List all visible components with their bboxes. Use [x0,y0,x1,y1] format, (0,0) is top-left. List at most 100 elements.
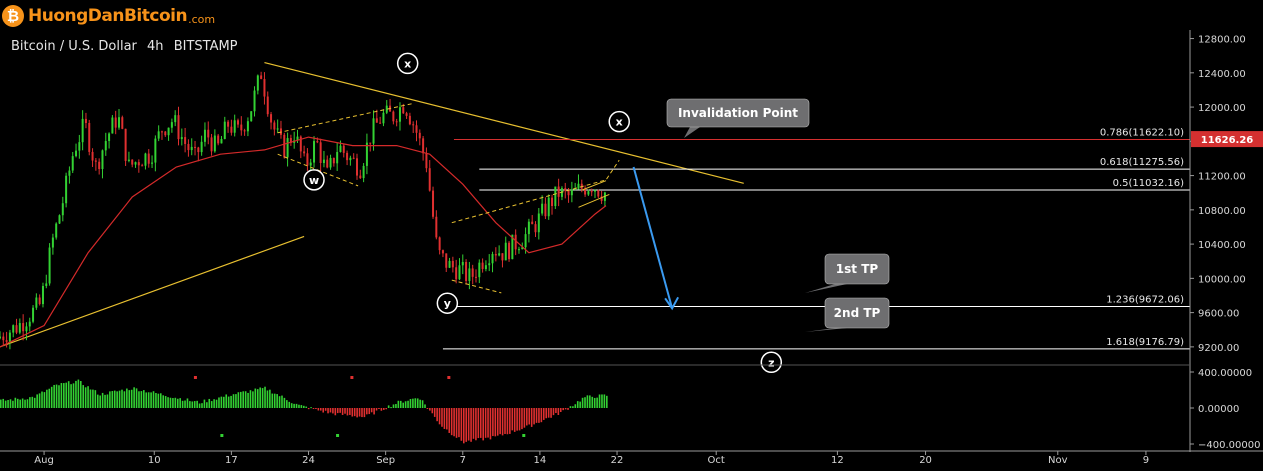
candle-body [395,121,398,123]
wave-label-circle [608,110,630,133]
candle-body [458,265,461,280]
oscillator-bar [315,408,317,409]
candle-body [379,122,382,124]
oscillator-bar [157,393,160,408]
x-tick-label: 20 [919,455,932,466]
oscillator-bar [470,408,472,442]
oscillator-bar [99,395,101,408]
candle-body [94,160,97,162]
candle-body [382,112,385,124]
candle-body [359,175,362,179]
oscillator-bar [574,404,577,408]
x-tick-label: 9 [1143,455,1149,466]
oscillator-bar [203,399,206,408]
oscillator-bar [569,406,572,408]
candle-body [260,75,263,79]
candle-body [448,260,451,268]
interval-label: 4h [147,39,164,54]
oscillator-bar [273,393,276,408]
oscillator-bar [528,408,531,425]
oscillator-bar [55,384,58,408]
candle-body [137,162,140,166]
candle-body [392,111,395,122]
oscillator-bar [126,388,128,408]
candle-body [151,162,154,164]
oscillator-bar [397,400,400,408]
candle-body [332,157,335,164]
oscillator-bar [460,408,463,441]
candle-body [342,145,345,153]
oscillator-bar [92,389,94,408]
signal-marker [350,376,354,379]
candle-body [597,190,600,197]
oscillator-bar [596,397,598,408]
oscillator-bar [429,408,431,411]
candle-body [587,191,590,195]
candle-body [250,111,253,122]
signal-marker [522,434,526,437]
oscillator-bar [225,394,228,408]
oscillator-bar [424,404,426,408]
oscillator-bar [143,390,145,408]
candle-body [435,216,438,238]
oscillator-bar [38,393,41,408]
oscillator-bar [472,408,475,439]
exchange-label: BITSTAMP [173,39,238,54]
fib-label: 1.236(9672.06) [1106,294,1184,305]
oscillator-bar [193,401,196,408]
oscillator-bar [419,399,421,408]
oscillator-bar [511,408,514,431]
oscillator-bar [482,408,484,441]
candle-body [118,117,120,128]
candle-body [180,137,183,140]
candle-body [48,247,51,284]
candle-body [253,90,256,112]
candle-body [475,276,477,278]
candle-body [177,115,180,140]
oscillator-bar [249,390,252,408]
candle-body [349,157,352,161]
candle-body [594,190,596,192]
oscillator-bar [559,408,562,413]
oscillator-bar [545,408,548,419]
oscillator-bar [489,408,492,440]
oscillator-bar [438,408,441,425]
oscillator-bar [256,389,259,408]
oscillator-bar [135,388,138,408]
oscillator-bar [43,392,46,408]
candle-body [313,141,316,163]
candle-body [154,138,157,163]
candle-body [18,323,21,333]
oscillator-bar [298,404,300,408]
candle-body [114,117,117,128]
oscillator-bar [101,392,104,408]
candle-body [491,253,494,264]
oscillator-bar [206,402,208,408]
candle-body [38,297,41,305]
oscillator-bar [303,405,305,408]
current-price-label: 11626.26 [1201,135,1254,146]
oscillator-bar [215,399,218,408]
oscillator-bar [176,398,179,408]
oscillator-bar [227,396,230,408]
candle-body [230,126,233,133]
oscillator-bar [14,397,17,408]
oscillator-bar [431,408,434,414]
oscillator-bar [567,408,569,410]
logo-suffix: .com [188,12,216,26]
candle-body [567,190,570,196]
candle-body [15,325,18,333]
candle-body [402,107,405,114]
oscillator-bar [404,401,407,408]
oscillator-bar [395,404,397,408]
oscillator-bar [283,397,286,408]
candle-body [174,115,177,123]
candle-body [104,141,107,151]
oscillator-bar [603,394,606,408]
signal-marker [220,434,224,437]
oscillator-bar [210,401,213,408]
candle-body [352,157,355,159]
candle-body [127,159,130,161]
oscillator-bar [356,408,358,418]
